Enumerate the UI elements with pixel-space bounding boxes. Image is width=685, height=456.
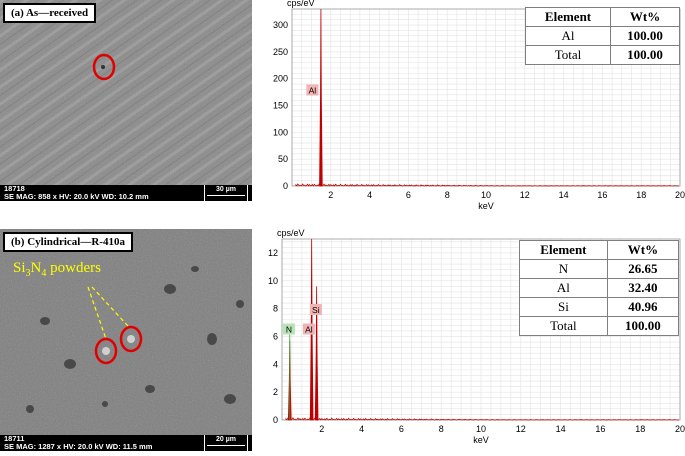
y-tick-label: 300 bbox=[273, 20, 288, 30]
element-cell: Al bbox=[519, 278, 608, 298]
spectrum-peak-si bbox=[314, 286, 319, 421]
highlight-circle bbox=[94, 337, 118, 365]
y-tick-label: 0 bbox=[283, 181, 288, 191]
spectrum-peak-al bbox=[319, 8, 323, 187]
y-tick-label: 150 bbox=[273, 101, 288, 111]
eds-chart-a: 2 4 6 8 10 12 14 16 18 20050100150200250300cps/eV… bbox=[273, 0, 685, 211]
y-tick-label: 250 bbox=[273, 47, 288, 57]
sem-info-bar-b: 18711 SE MAG: 1287 x HV: 20.0 kV WD: 11.… bbox=[0, 435, 252, 451]
y-axis-label: cps/eV bbox=[277, 228, 305, 238]
y-tick-label: 8 bbox=[273, 304, 278, 314]
table-row: Si 40.96 bbox=[519, 297, 680, 317]
x-tick-label: 18 bbox=[635, 424, 645, 434]
sem-info-bar-a: 18718 SE MAG: 858 x HV: 20.0 kV WD: 10.2… bbox=[0, 185, 252, 201]
x-tick-label: 12 bbox=[520, 190, 530, 200]
wt-cell: 26.65 bbox=[606, 259, 680, 279]
highlight-circle bbox=[92, 53, 116, 81]
spectrum-baseline bbox=[285, 417, 680, 421]
x-tick-label: 10 bbox=[481, 190, 491, 200]
table-header: Element bbox=[524, 7, 612, 27]
table-row: Al 32.40 bbox=[519, 278, 680, 298]
spectrum-baseline bbox=[295, 183, 680, 187]
table-header: Wt% bbox=[610, 7, 680, 27]
powder-annotation: Si3N4 powders bbox=[13, 260, 101, 279]
peak-label: Al bbox=[309, 86, 317, 96]
composition-table-b: Element Wt% N 26.65 Al 32.40 Si 40.96 Total 100.0… bbox=[519, 240, 680, 336]
element-cell: Total bbox=[524, 45, 612, 65]
sem-image-id: 18718 bbox=[4, 184, 25, 193]
x-tick-label: 4 bbox=[359, 424, 364, 434]
panel-label-b: (b) Cylindrical—R-410a bbox=[3, 232, 133, 252]
sem-meta: SE MAG: 858 x HV: 20.0 kV WD: 10.2 mm bbox=[4, 192, 149, 201]
sem-texture-b bbox=[0, 229, 252, 451]
scale-bar: 20 µm bbox=[204, 435, 248, 451]
y-tick-label: 6 bbox=[273, 331, 278, 341]
sem-image-a: (a) As—received 18718 SE MAG: 858 x HV: … bbox=[0, 0, 252, 201]
table-row: Total 100.00 bbox=[519, 316, 680, 336]
scale-bar: 30 µm bbox=[204, 185, 248, 201]
y-tick-label: 10 bbox=[268, 276, 278, 286]
x-tick-label: 20 bbox=[675, 190, 685, 200]
panel-label-a: (a) As—received bbox=[3, 3, 97, 23]
element-cell: Al bbox=[524, 26, 612, 46]
wt-cell: 40.96 bbox=[606, 297, 680, 317]
sem-image-id: 18711 bbox=[4, 434, 25, 443]
y-tick-label: 12 bbox=[268, 248, 278, 258]
peak-label: Al bbox=[305, 325, 313, 335]
x-tick-label: 2 bbox=[319, 424, 324, 434]
composition-table-a: Element Wt% Al 100.00 Total 100.00 bbox=[524, 7, 680, 65]
wt-cell: 100.00 bbox=[610, 26, 680, 46]
table-header: Element bbox=[519, 240, 608, 260]
scale-label: 30 µm bbox=[216, 186, 236, 193]
x-tick-label: 18 bbox=[636, 190, 646, 200]
y-tick-label: 200 bbox=[273, 74, 288, 84]
sem-meta: SE MAG: 1287 x HV: 20.0 kV WD: 11.5 mm bbox=[4, 442, 153, 451]
x-tick-label: 14 bbox=[559, 190, 569, 200]
table-row: N 26.65 bbox=[519, 259, 680, 279]
table-row: Al 100.00 bbox=[524, 26, 680, 46]
eds-spectrum-a: 2 4 6 8 10 12 14 16 18 20 0 50 100 150 200 250 300 cps/eV… bbox=[260, 0, 685, 220]
x-tick-label: 20 bbox=[675, 424, 685, 434]
x-tick-label: 8 bbox=[445, 190, 450, 200]
y-tick-label: 50 bbox=[278, 154, 288, 164]
element-cell: Si bbox=[519, 297, 608, 317]
y-tick-label: 0 bbox=[273, 415, 278, 425]
x-tick-label: 4 bbox=[367, 190, 372, 200]
table-row: Total 100.00 bbox=[524, 45, 680, 65]
peak-label-box bbox=[302, 323, 315, 335]
y-axis-label: cps/eV bbox=[287, 0, 315, 8]
y-tick-label: 4 bbox=[273, 359, 278, 369]
highlight-circle bbox=[119, 325, 143, 353]
x-tick-label: 8 bbox=[439, 424, 444, 434]
x-tick-label: 10 bbox=[476, 424, 486, 434]
scale-label: 20 µm bbox=[216, 436, 236, 443]
x-tick-label: 14 bbox=[556, 424, 566, 434]
peak-label: N bbox=[286, 325, 292, 335]
peak-label-box bbox=[306, 84, 319, 96]
x-tick-label: 16 bbox=[597, 190, 607, 200]
wt-cell: 32.40 bbox=[606, 278, 680, 298]
x-tick-label: 6 bbox=[406, 190, 411, 200]
x-axis-label: keV bbox=[478, 201, 494, 211]
sem-image-b: (b) Cylindrical—R-410a 18711 SE MAG: 128… bbox=[0, 229, 252, 451]
sem-texture-a bbox=[0, 0, 252, 201]
x-axis-label: keV bbox=[473, 435, 489, 445]
peak-label: Si bbox=[312, 305, 320, 315]
eds-spectrum-b: 2 4 6 8 10 12 14 16 18 20 0 2 4 6 8 10 12 cps/eV keV N Al Si bbox=[260, 226, 685, 456]
y-tick-label: 100 bbox=[273, 127, 288, 137]
x-tick-label: 6 bbox=[399, 424, 404, 434]
element-cell: Total bbox=[519, 316, 608, 336]
peak-label-box bbox=[282, 323, 295, 335]
y-tick-label: 2 bbox=[273, 387, 278, 397]
wt-cell: 100.00 bbox=[610, 45, 680, 65]
x-tick-label: 2 bbox=[328, 190, 333, 200]
x-tick-label: 12 bbox=[516, 424, 526, 434]
x-tick-label: 16 bbox=[595, 424, 605, 434]
wt-cell: 100.00 bbox=[606, 316, 680, 336]
peak-label-box bbox=[309, 304, 322, 316]
element-cell: N bbox=[519, 259, 608, 279]
table-header: Wt% bbox=[606, 240, 680, 260]
